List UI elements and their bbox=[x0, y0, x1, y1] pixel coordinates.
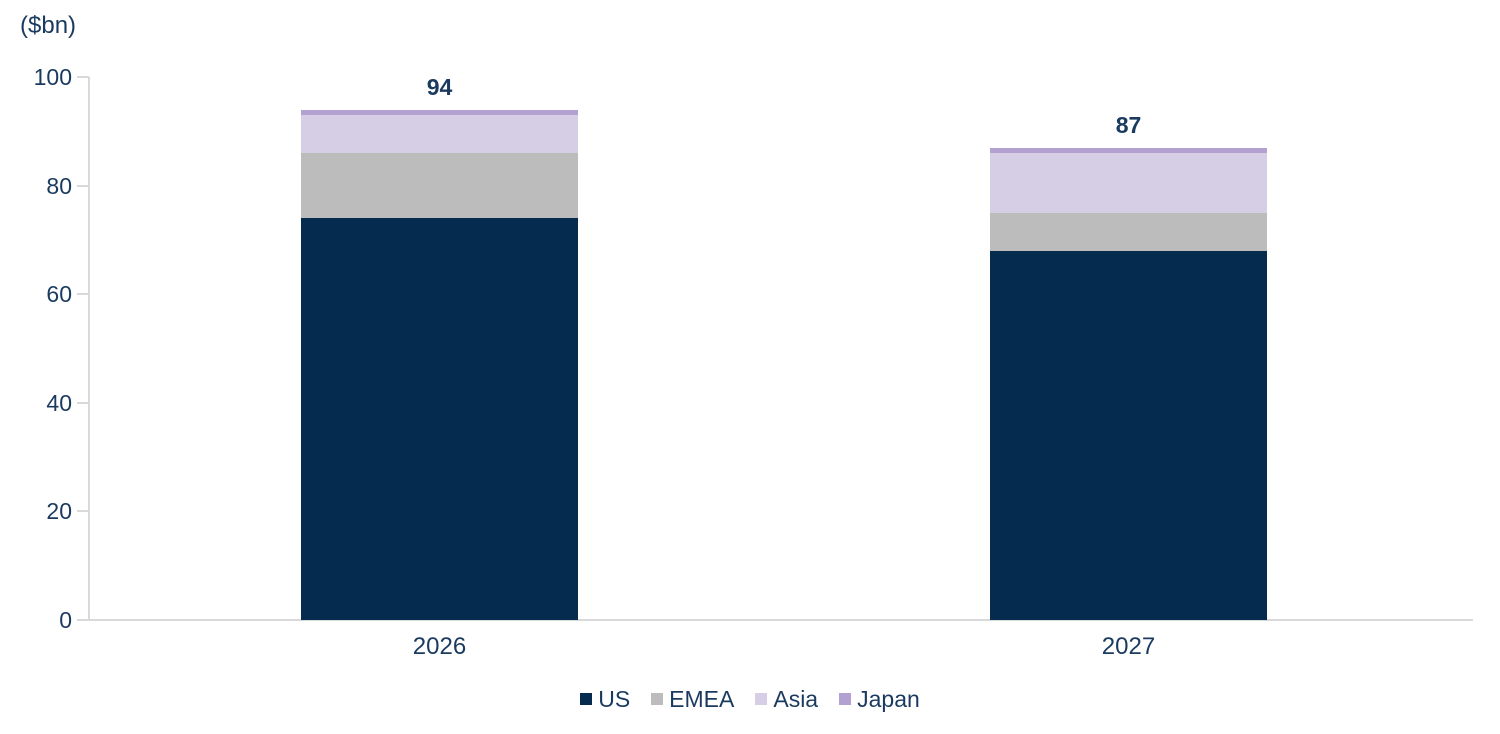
total-label-2026: 94 bbox=[426, 73, 453, 100]
y-tick-mark-20 bbox=[77, 510, 89, 513]
legend-swatch-emea bbox=[651, 693, 664, 705]
legend-label-japan: Japan bbox=[857, 686, 920, 712]
x-axis-label-2027: 2027 bbox=[1101, 633, 1156, 660]
legend-swatch-japan bbox=[839, 693, 852, 705]
y-tick-label-20: 20 bbox=[46, 498, 72, 525]
total-label-2027: 87 bbox=[1115, 111, 1142, 138]
legend-swatch-asia bbox=[755, 693, 768, 705]
x-axis-line bbox=[88, 619, 1473, 621]
y-tick-label-0: 0 bbox=[59, 607, 72, 633]
y-tick-mark-40 bbox=[77, 401, 89, 404]
y-tick-mark-100 bbox=[77, 76, 89, 78]
legend-swatch-us bbox=[580, 693, 593, 705]
bar-2026-segment-us bbox=[301, 218, 578, 620]
legend-item-japan: Japan bbox=[839, 686, 920, 712]
bar-2026-segment-japan bbox=[301, 109, 578, 115]
legend-label-asia: Asia bbox=[773, 686, 819, 712]
legend-label-us: US bbox=[598, 686, 631, 712]
y-tick-label-40: 40 bbox=[46, 389, 72, 416]
bar-2027-segment-asia bbox=[990, 153, 1267, 213]
legend: US EMEA Asia Japan bbox=[0, 686, 1500, 712]
y-tick-label-80: 80 bbox=[46, 172, 72, 199]
y-tick-label-100: 100 bbox=[33, 64, 72, 90]
bar-2027-segment-us bbox=[990, 250, 1267, 620]
bar-2026-segment-emea bbox=[301, 153, 578, 219]
x-axis-label-2026: 2026 bbox=[412, 633, 467, 660]
bar-2027-segment-emea bbox=[990, 212, 1267, 251]
y-tick-mark-80 bbox=[77, 184, 89, 187]
legend-item-asia: Asia bbox=[755, 686, 818, 712]
legend-label-emea: EMEA bbox=[669, 686, 735, 712]
y-tick-label-60: 60 bbox=[46, 281, 72, 308]
y-tick-mark-0 bbox=[77, 619, 89, 621]
legend-item-emea: EMEA bbox=[651, 686, 734, 712]
y-tick-mark-60 bbox=[77, 293, 89, 296]
bar-2026-segment-asia bbox=[301, 115, 578, 153]
y-axis-line bbox=[88, 77, 90, 620]
legend-item-us: US bbox=[580, 686, 630, 712]
bar-2027-segment-japan bbox=[990, 147, 1267, 153]
y-axis-unit-label: ($bn) bbox=[20, 12, 77, 39]
